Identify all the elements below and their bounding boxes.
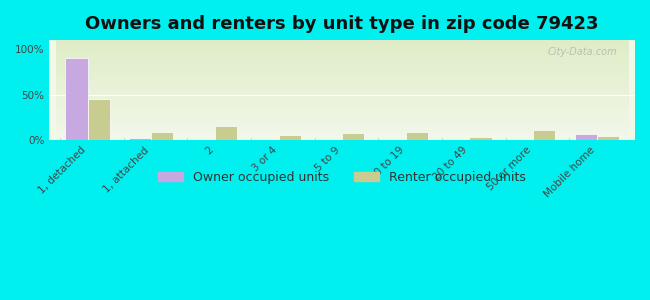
Legend: Owner occupied units, Renter occupied units: Owner occupied units, Renter occupied un… (153, 166, 531, 189)
Bar (533, 130, 556, 140)
Title: Owners and renters by unit type in zip code 79423: Owners and renters by unit type in zip c… (85, 15, 599, 33)
Bar (151, 132, 174, 140)
Bar (342, 133, 365, 140)
Bar (88, 99, 110, 140)
Bar (215, 126, 237, 140)
Bar (597, 136, 619, 140)
Bar (575, 134, 597, 140)
Bar (65, 58, 88, 140)
Text: City-Data.com: City-Data.com (548, 47, 617, 57)
Bar (278, 135, 301, 140)
Bar (406, 132, 428, 140)
Bar (469, 137, 492, 140)
Bar (129, 138, 151, 140)
